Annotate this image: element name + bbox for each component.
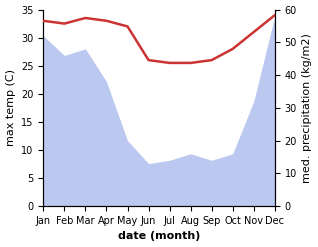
X-axis label: date (month): date (month) [118, 231, 200, 242]
Y-axis label: max temp (C): max temp (C) [5, 69, 16, 146]
Y-axis label: med. precipitation (kg/m2): med. precipitation (kg/m2) [302, 33, 313, 183]
